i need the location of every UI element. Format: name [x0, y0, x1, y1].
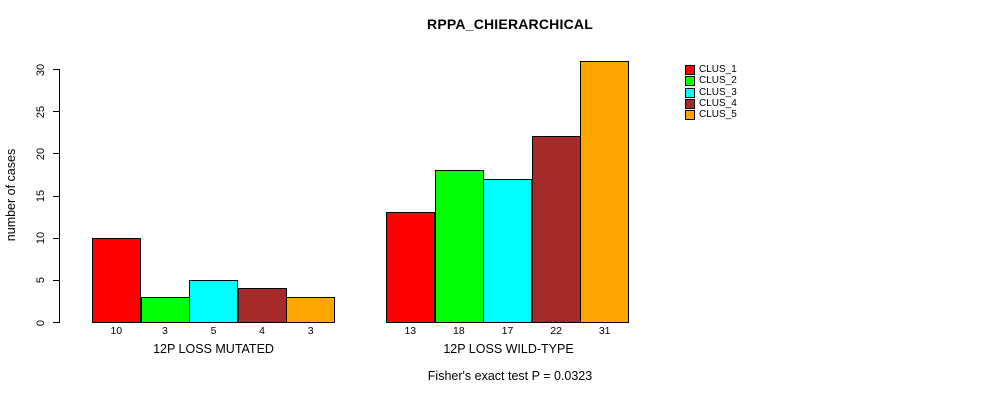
bar-value-label: 10 — [110, 325, 123, 337]
y-tick-label: 25 — [35, 105, 47, 118]
legend-swatch-clus_1 — [685, 65, 695, 75]
bar-value-label: 5 — [210, 325, 217, 337]
legend-item-clus_3: CLUS_3 — [685, 87, 737, 98]
bar-value-label: 18 — [453, 325, 465, 337]
bar-clus_2-group2 — [434, 170, 484, 323]
legend-item-clus_2: CLUS_2 — [685, 76, 737, 87]
y-tick — [53, 195, 59, 197]
bar-value-label: 31 — [598, 325, 611, 337]
y-axis-label: number of cases — [4, 148, 18, 242]
bar-clus_2-group1 — [140, 296, 190, 323]
legend-label: CLUS_2 — [699, 75, 737, 87]
y-tick — [53, 111, 59, 113]
bar-value-label: 3 — [161, 325, 168, 337]
legend-item-clus_1: CLUS_1 — [685, 65, 737, 76]
bar-clus_3-group2 — [483, 178, 533, 323]
y-tick — [53, 153, 59, 155]
y-tick-label: 0 — [35, 319, 47, 326]
bar-value-label: 22 — [550, 325, 562, 337]
y-tick-label: 10 — [35, 232, 47, 245]
group-label-mutated: 12P LOSS MUTATED — [153, 342, 274, 356]
y-tick-label: 5 — [35, 277, 47, 284]
bar-clus_5-group1 — [286, 296, 336, 323]
bar-value-label: 17 — [501, 325, 514, 337]
bar-clus_4-group2 — [531, 136, 581, 323]
legend-label: CLUS_1 — [699, 64, 737, 75]
bar-value-label: 3 — [307, 325, 314, 337]
legend-swatch-clus_5 — [685, 110, 695, 121]
legend-swatch-clus_3 — [685, 87, 695, 98]
y-tick — [53, 69, 59, 70]
footnote-fisher-test: Fisher's exact test P = 0.0323 — [427, 369, 593, 383]
y-tick-label: 20 — [35, 147, 47, 160]
chart-title: RPPA_CHIERARCHICAL — [427, 16, 593, 32]
legend-label: CLUS_5 — [699, 109, 737, 121]
legend-label: CLUS_4 — [699, 97, 737, 109]
bar-clus_3-group1 — [189, 279, 239, 323]
legend-swatch-clus_4 — [685, 98, 695, 109]
legend-item-clus_4: CLUS_4 — [685, 98, 737, 109]
y-axis-line — [59, 69, 60, 323]
legend-label: CLUS_3 — [699, 86, 737, 98]
y-tick-label: 15 — [35, 189, 47, 203]
y-tick-label: 30 — [35, 63, 47, 76]
y-tick — [53, 279, 59, 281]
bar-clus_1-group2 — [386, 212, 435, 323]
legend-swatch-clus_2 — [685, 76, 695, 87]
bar-clus_5-group2 — [580, 60, 630, 323]
legend-item-clus_5: CLUS_5 — [685, 110, 737, 121]
bar-clus_1-group1 — [92, 237, 141, 323]
bar-value-label: 4 — [259, 325, 266, 337]
bar-clus_4-group1 — [237, 288, 287, 323]
y-tick — [53, 322, 59, 323]
bar-value-label: 13 — [404, 325, 417, 337]
group-label-wild-type: 12P LOSS WILD-TYPE — [443, 342, 574, 356]
y-tick — [53, 237, 59, 239]
